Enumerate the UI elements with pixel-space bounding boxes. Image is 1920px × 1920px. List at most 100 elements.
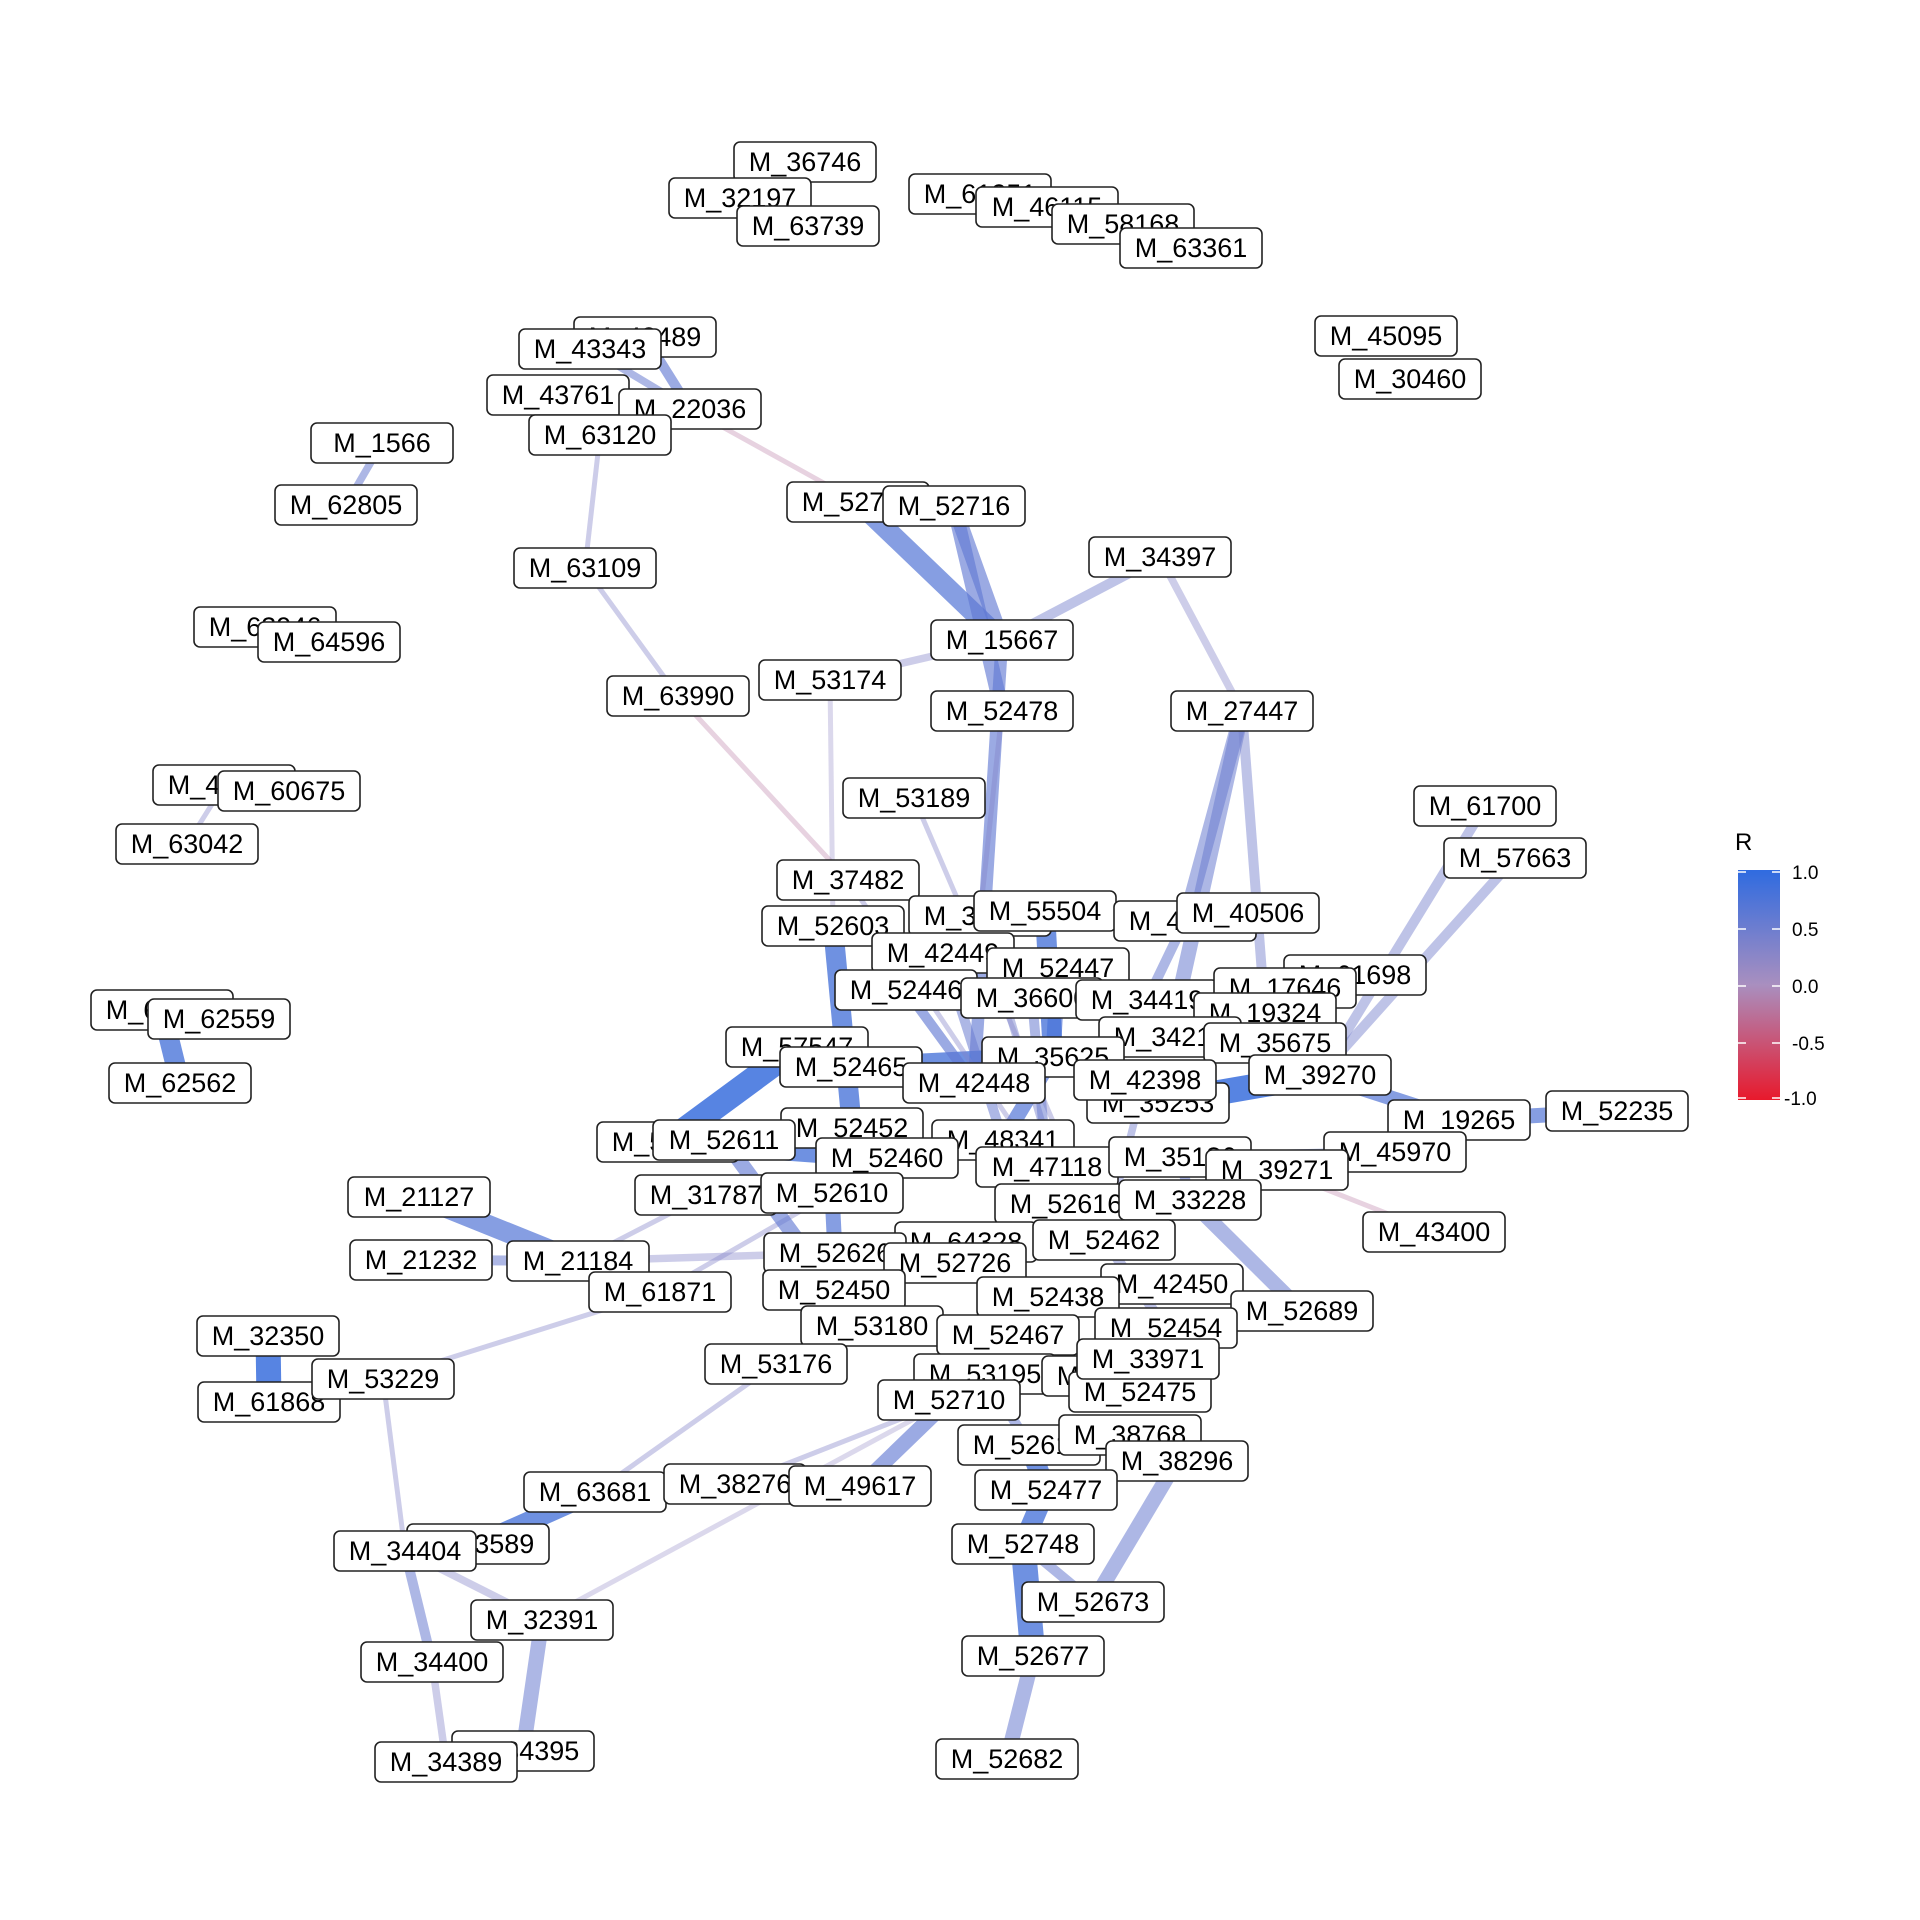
node-M_52610[interactable]: M_52610 [760, 1172, 904, 1214]
node-label: M_45970 [1339, 1137, 1452, 1167]
node-M_42398[interactable]: M_42398 [1073, 1059, 1217, 1101]
node-M_53229[interactable]: M_53229 [311, 1358, 455, 1400]
node-label: M_61700 [1429, 791, 1542, 821]
node-M_19265[interactable]: M_19265 [1387, 1099, 1531, 1141]
node-label: M_33228 [1134, 1185, 1247, 1215]
node-M_52616[interactable]: M_52616 [994, 1183, 1138, 1225]
node-M_34404[interactable]: M_34404 [333, 1530, 477, 1572]
node-M_62562[interactable]: M_62562 [108, 1062, 252, 1104]
node-M_52477[interactable]: M_52477 [974, 1469, 1118, 1511]
node-M_52438[interactable]: M_52438 [976, 1276, 1120, 1318]
node-M_21184[interactable]: M_21184 [506, 1240, 650, 1282]
node-M_32391[interactable]: M_32391 [470, 1599, 614, 1641]
node-M_45095[interactable]: M_45095 [1314, 315, 1458, 357]
node-M_52603[interactable]: M_52603 [761, 905, 905, 947]
node-label-box [147, 998, 291, 1040]
node-M_36600[interactable]: M_36600 [960, 977, 1104, 1019]
node-M_52611[interactable]: M_52611 [652, 1119, 796, 1161]
node-label-box [1021, 1581, 1165, 1623]
node-M_52626[interactable]: M_52626 [763, 1232, 907, 1274]
node-M_47118[interactable]: M_47118 [975, 1146, 1119, 1188]
node-M_63120[interactable]: M_63120 [528, 414, 672, 456]
node-M_1566[interactable]: M_1566 [310, 422, 454, 464]
node-M_63739[interactable]: M_63739 [736, 205, 880, 247]
node-M_63990[interactable]: M_63990 [606, 675, 750, 717]
node-M_34397[interactable]: M_34397 [1088, 536, 1232, 578]
node-M_62805[interactable]: M_62805 [274, 484, 418, 526]
node-M_38296[interactable]: M_38296 [1105, 1440, 1249, 1482]
node-M_53176[interactable]: M_53176 [704, 1343, 848, 1385]
node-M_43343[interactable]: M_43343 [518, 328, 662, 370]
node-label-box [1443, 837, 1587, 879]
node-M_53180[interactable]: M_53180 [800, 1305, 944, 1347]
node-M_55504[interactable]: M_55504 [973, 890, 1117, 932]
node-M_63042[interactable]: M_63042 [115, 823, 259, 865]
node-M_34389[interactable]: M_34389 [374, 1741, 518, 1783]
node-M_52475[interactable]: M_52475 [1068, 1371, 1212, 1413]
node-M_35675[interactable]: M_35675 [1203, 1022, 1347, 1064]
node-M_57663[interactable]: M_57663 [1443, 837, 1587, 879]
node-M_52673[interactable]: M_52673 [1021, 1581, 1165, 1623]
node-label-box [197, 1381, 341, 1423]
node-M_63681[interactable]: M_63681 [523, 1471, 667, 1513]
node-M_39270[interactable]: M_39270 [1248, 1054, 1392, 1096]
node-M_42449[interactable]: M_42449 [871, 932, 1015, 974]
node-M_63109[interactable]: M_63109 [513, 547, 657, 589]
node-M_21127[interactable]: M_21127 [347, 1176, 491, 1218]
node-M_52478[interactable]: M_52478 [930, 690, 1074, 732]
node-M_32350[interactable]: M_32350 [196, 1315, 340, 1357]
node-M_38276[interactable]: M_38276 [663, 1463, 807, 1505]
node-M_49617[interactable]: M_49617 [788, 1465, 932, 1507]
node-M_15667[interactable]: M_15667 [930, 619, 1074, 661]
node-M_30460[interactable]: M_30460 [1338, 358, 1482, 400]
node-M_42450[interactable]: M_42450 [1100, 1263, 1244, 1305]
node-label-box [1338, 358, 1482, 400]
edge-M_52716-M_15667 [946, 503, 1010, 643]
node-M_52677[interactable]: M_52677 [961, 1635, 1105, 1677]
node-label: M_52626 [779, 1238, 892, 1268]
node-M_34400[interactable]: M_34400 [360, 1641, 504, 1683]
node-M_52460[interactable]: M_52460 [815, 1137, 959, 1179]
node-M_63361[interactable]: M_63361 [1119, 227, 1263, 269]
node-M_34419[interactable]: M_34419 [1075, 979, 1219, 1021]
node-M_61700[interactable]: M_61700 [1413, 785, 1557, 827]
node-M_27447[interactable]: M_27447 [1170, 690, 1314, 732]
node-label-box [842, 777, 986, 819]
node-label: M_52710 [893, 1385, 1006, 1415]
node-label-box [883, 1242, 1027, 1284]
node-M_52465[interactable]: M_52465 [779, 1046, 923, 1088]
node-M_53174[interactable]: M_53174 [758, 659, 902, 701]
node-M_37482[interactable]: M_37482 [776, 859, 920, 901]
node-M_52748[interactable]: M_52748 [951, 1523, 1095, 1565]
node-label: M_52616 [1010, 1189, 1123, 1219]
node-M_52682[interactable]: M_52682 [935, 1738, 1079, 1780]
node-M_36746[interactable]: M_36746 [733, 141, 877, 183]
node-M_52235[interactable]: M_52235 [1545, 1090, 1689, 1132]
node-M_61868[interactable]: M_61868 [197, 1381, 341, 1423]
node-M_64596[interactable]: M_64596 [257, 621, 401, 663]
node-M_61871[interactable]: M_61871 [588, 1271, 732, 1313]
node-M_52467[interactable]: M_52467 [936, 1314, 1080, 1356]
node-M_52454[interactable]: M_52454 [1094, 1307, 1238, 1349]
node-M_40506[interactable]: M_40506 [1176, 892, 1320, 934]
node-label: M_19265 [1403, 1105, 1516, 1135]
node-M_52450[interactable]: M_52450 [762, 1269, 906, 1311]
node-M_31787[interactable]: M_31787 [634, 1174, 778, 1216]
node-M_43400[interactable]: M_43400 [1362, 1211, 1506, 1253]
node-M_33971[interactable]: M_33971 [1076, 1338, 1220, 1380]
node-M_52716[interactable]: M_52716 [882, 485, 1026, 527]
node-M_52689[interactable]: M_52689 [1230, 1290, 1374, 1332]
node-M_52726[interactable]: M_52726 [883, 1242, 1027, 1284]
node-M_52462[interactable]: M_52462 [1032, 1219, 1176, 1261]
node-M_60675[interactable]: M_60675 [217, 770, 361, 812]
node-label: M_52682 [951, 1744, 1064, 1774]
node-M_45970[interactable]: M_45970 [1323, 1131, 1467, 1173]
node-M_62559[interactable]: M_62559 [147, 998, 291, 1040]
node-M_43761[interactable]: M_43761 [486, 374, 630, 416]
node-M_33228[interactable]: M_33228 [1118, 1179, 1262, 1221]
node-M_52710[interactable]: M_52710 [877, 1379, 1021, 1421]
node-M_42448[interactable]: M_42448 [902, 1062, 1046, 1104]
node-M_53189[interactable]: M_53189 [842, 777, 986, 819]
node-M_52446[interactable]: M_52446 [834, 969, 978, 1011]
node-M_21232[interactable]: M_21232 [349, 1239, 493, 1281]
